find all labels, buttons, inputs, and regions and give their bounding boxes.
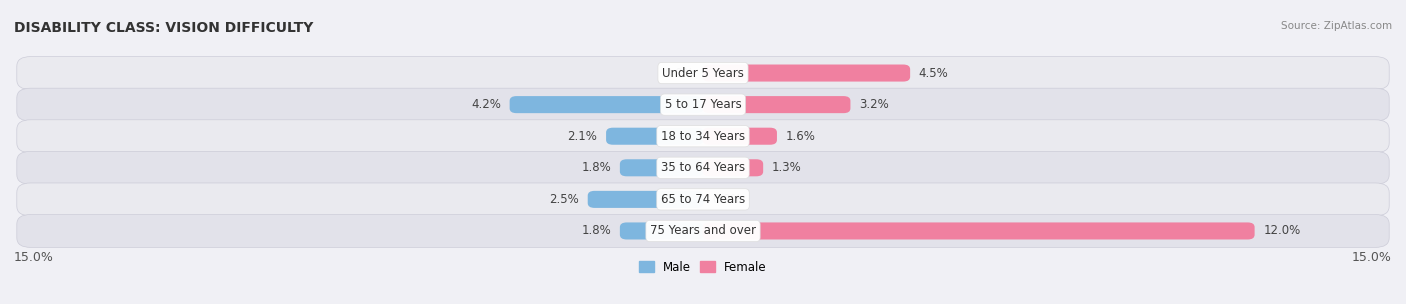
Text: 4.5%: 4.5% — [920, 67, 949, 80]
Text: 1.3%: 1.3% — [772, 161, 801, 174]
Text: 12.0%: 12.0% — [1264, 224, 1301, 237]
Text: 1.8%: 1.8% — [582, 224, 612, 237]
Text: 0.0%: 0.0% — [713, 193, 742, 206]
FancyBboxPatch shape — [620, 159, 703, 176]
FancyBboxPatch shape — [17, 151, 1389, 184]
FancyBboxPatch shape — [17, 120, 1389, 153]
Text: Source: ZipAtlas.com: Source: ZipAtlas.com — [1281, 21, 1392, 31]
Text: 1.6%: 1.6% — [786, 130, 815, 143]
FancyBboxPatch shape — [606, 128, 703, 145]
FancyBboxPatch shape — [509, 96, 703, 113]
FancyBboxPatch shape — [588, 191, 703, 208]
Text: 0.0%: 0.0% — [664, 67, 693, 80]
Text: Under 5 Years: Under 5 Years — [662, 67, 744, 80]
Text: 3.2%: 3.2% — [859, 98, 889, 111]
FancyBboxPatch shape — [703, 128, 778, 145]
FancyBboxPatch shape — [703, 159, 763, 176]
FancyBboxPatch shape — [620, 223, 703, 240]
Text: 15.0%: 15.0% — [1353, 250, 1392, 264]
FancyBboxPatch shape — [703, 96, 851, 113]
Text: 5 to 17 Years: 5 to 17 Years — [665, 98, 741, 111]
Text: DISABILITY CLASS: VISION DIFFICULTY: DISABILITY CLASS: VISION DIFFICULTY — [14, 21, 314, 35]
FancyBboxPatch shape — [17, 183, 1389, 216]
Text: 2.1%: 2.1% — [568, 130, 598, 143]
FancyBboxPatch shape — [17, 88, 1389, 121]
Text: 35 to 64 Years: 35 to 64 Years — [661, 161, 745, 174]
Text: 1.8%: 1.8% — [582, 161, 612, 174]
Text: 4.2%: 4.2% — [471, 98, 501, 111]
FancyBboxPatch shape — [703, 223, 1254, 240]
Text: 75 Years and over: 75 Years and over — [650, 224, 756, 237]
Text: 15.0%: 15.0% — [14, 250, 53, 264]
Text: 18 to 34 Years: 18 to 34 Years — [661, 130, 745, 143]
Text: 65 to 74 Years: 65 to 74 Years — [661, 193, 745, 206]
Text: 2.5%: 2.5% — [550, 193, 579, 206]
FancyBboxPatch shape — [17, 215, 1389, 247]
FancyBboxPatch shape — [703, 64, 910, 81]
Legend: Male, Female: Male, Female — [634, 256, 772, 278]
FancyBboxPatch shape — [17, 57, 1389, 89]
